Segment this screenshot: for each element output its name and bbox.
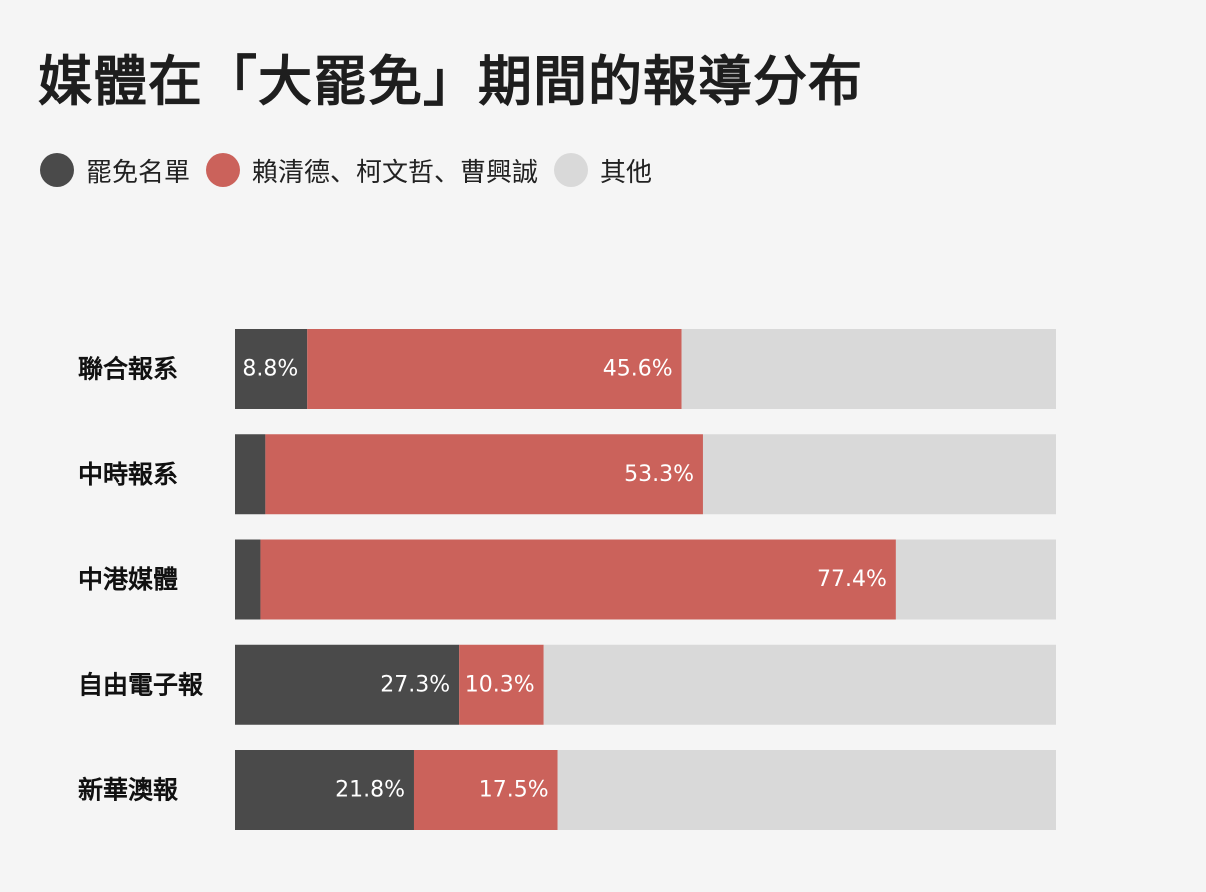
bar-segment-other bbox=[557, 750, 1056, 830]
legend-item-recall-list: 罷免名單 bbox=[40, 152, 190, 189]
bar-segment-other bbox=[543, 644, 1056, 725]
chart-title: 媒體在「大罷免」期間的報導分布 bbox=[38, 50, 863, 113]
category-label: 中港媒體 bbox=[78, 565, 178, 594]
category-label: 新華澳報 bbox=[78, 776, 179, 805]
value-label: 10.3% bbox=[465, 672, 535, 697]
legend-item-other: 其他 bbox=[554, 152, 652, 189]
category-label: 自由電子報 bbox=[78, 670, 204, 699]
bar-segment-other bbox=[681, 329, 1056, 409]
legend-swatch-politicians bbox=[206, 153, 241, 187]
bar-segment-recall-list bbox=[235, 329, 308, 409]
value-label: 8.8% bbox=[242, 357, 298, 382]
legend-item-politicians: 賴清德、柯文哲、曹興誠 bbox=[206, 152, 538, 189]
bar-segment-politicians bbox=[307, 329, 682, 409]
value-label: 27.3% bbox=[380, 672, 450, 697]
bar-segment-other bbox=[702, 434, 1056, 515]
bar-segment-politicians bbox=[459, 644, 544, 725]
bar-segment-other bbox=[895, 539, 1056, 620]
bar-segment-recall-list bbox=[235, 434, 266, 515]
legend-label-politicians: 賴清德、柯文哲、曹興誠 bbox=[252, 157, 539, 188]
value-label: 21.8% bbox=[335, 778, 405, 803]
value-label: 45.6% bbox=[603, 357, 673, 382]
legend-label-recall-list: 罷免名單 bbox=[86, 157, 191, 188]
category-label: 中時報系 bbox=[78, 460, 178, 489]
bar-segment-politicians bbox=[413, 750, 558, 830]
legend-swatch-other bbox=[554, 153, 589, 187]
value-label: 77.4% bbox=[817, 567, 887, 592]
bar-segment-recall-list bbox=[235, 750, 414, 830]
bar-segment-recall-list bbox=[235, 644, 460, 725]
category-label: 聯合報系 bbox=[78, 355, 178, 384]
chart-legend: 罷免名單 賴清德、柯文哲、曹興誠 其他 bbox=[40, 150, 668, 190]
legend-label-other: 其他 bbox=[600, 157, 653, 188]
bar-segment-recall-list bbox=[235, 539, 261, 620]
value-label: 17.5% bbox=[479, 778, 549, 803]
bar-segment-politicians bbox=[265, 434, 703, 515]
bar-segment-politicians bbox=[260, 539, 896, 620]
value-label: 53.3% bbox=[624, 462, 694, 487]
legend-swatch-recall-list bbox=[40, 153, 74, 187]
